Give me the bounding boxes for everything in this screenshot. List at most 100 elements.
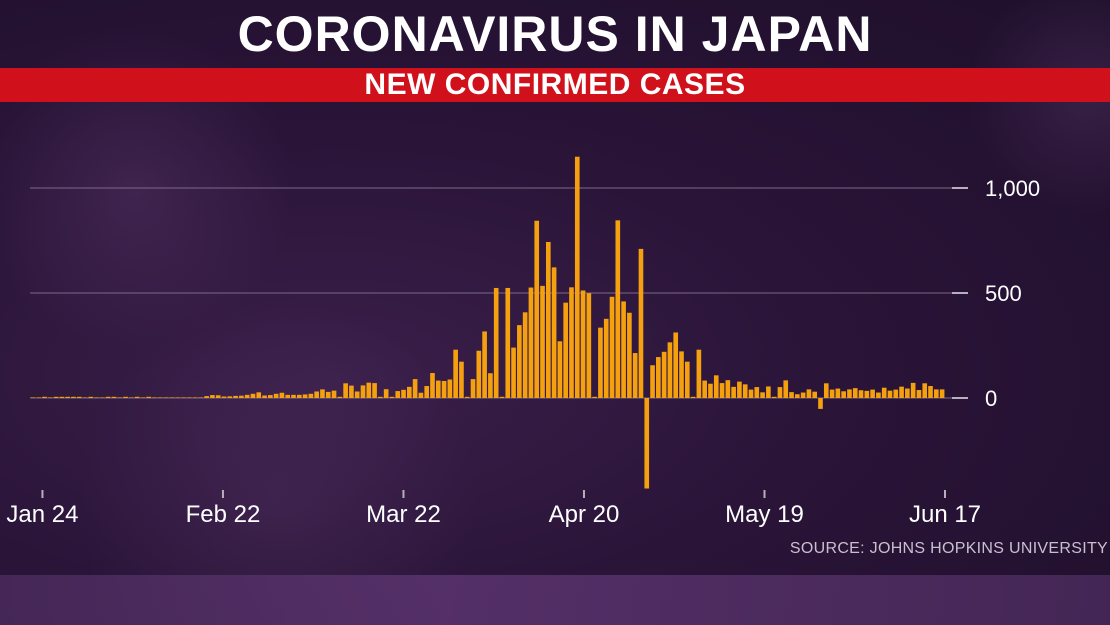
- bar: [754, 387, 760, 398]
- bar: [464, 396, 470, 398]
- bar: [905, 388, 910, 398]
- bar: [719, 383, 725, 398]
- bar: [65, 396, 70, 398]
- bar: [82, 397, 88, 398]
- bar: [94, 397, 99, 398]
- bar: [71, 396, 76, 398]
- bar: [100, 397, 105, 398]
- bar: [53, 396, 59, 398]
- bar: [632, 353, 638, 398]
- bar: [395, 391, 401, 398]
- y-tick-label: 0: [985, 386, 997, 411]
- bottom-strip: [0, 575, 1110, 625]
- bar: [227, 396, 233, 398]
- bar: [858, 390, 864, 398]
- bar: [383, 389, 389, 398]
- bar: [586, 293, 592, 398]
- bar: [615, 220, 621, 398]
- bar: [650, 365, 655, 398]
- bar: [505, 287, 511, 398]
- bar: [592, 396, 597, 398]
- bar: [320, 389, 325, 398]
- bar: [233, 395, 238, 398]
- bar: [499, 396, 505, 398]
- bar: [563, 302, 568, 398]
- bar: [551, 267, 557, 398]
- bar: [876, 392, 881, 398]
- subtitle-band: NEW CONFIRMED CASES: [0, 68, 1110, 102]
- bar: [256, 392, 262, 398]
- bar: [111, 396, 117, 398]
- bar: [169, 397, 175, 398]
- bar: [441, 380, 447, 398]
- bar: [748, 389, 754, 398]
- bar: [146, 396, 152, 398]
- x-tick-label: Jun 17: [909, 501, 981, 528]
- bar: [609, 296, 615, 398]
- bar: [661, 351, 667, 398]
- bar: [928, 386, 933, 398]
- bar: [140, 397, 146, 398]
- bar: [354, 391, 360, 398]
- bar: [447, 379, 453, 398]
- bar: [343, 383, 348, 398]
- bar: [337, 396, 343, 398]
- y-tick-label: 500: [985, 281, 1022, 306]
- bar: [841, 391, 846, 398]
- bar: [412, 379, 418, 398]
- bar: [731, 386, 736, 398]
- bar: [244, 394, 250, 398]
- bar: [771, 396, 777, 398]
- bar: [638, 248, 644, 398]
- bar: [291, 394, 296, 398]
- bar: [777, 387, 783, 398]
- bar: [713, 375, 719, 398]
- bar: [899, 386, 904, 398]
- bar: [325, 391, 331, 398]
- bar: [580, 290, 586, 398]
- bar: [939, 389, 945, 398]
- bar: [864, 390, 870, 398]
- bar: [569, 287, 574, 398]
- bar: [910, 382, 916, 398]
- bar: [389, 396, 395, 398]
- bar: [76, 396, 82, 398]
- bar: [372, 383, 377, 398]
- bar: [210, 395, 215, 398]
- bar: [806, 389, 812, 398]
- bar: [163, 397, 169, 398]
- bar: [887, 390, 893, 398]
- chart-title: CORONAVIRUS IN JAPAN: [237, 6, 873, 62]
- bar: [470, 379, 476, 398]
- x-tick-label: Feb 22: [186, 501, 261, 528]
- bar: [621, 301, 626, 398]
- bar: [656, 357, 661, 398]
- bar: [598, 327, 603, 398]
- bar: [540, 285, 545, 398]
- bar: [737, 381, 742, 398]
- bar: [157, 397, 163, 398]
- bar: [557, 341, 563, 398]
- bar: [349, 385, 354, 398]
- bar: [296, 394, 302, 398]
- bar: [644, 398, 650, 489]
- bar: [493, 287, 499, 398]
- bar: [105, 396, 111, 398]
- bar: [603, 318, 609, 398]
- bar: [198, 397, 204, 398]
- bar: [308, 393, 314, 398]
- bar: [522, 312, 528, 398]
- bar: [933, 389, 939, 398]
- y-tick-label: 1,000: [985, 176, 1040, 201]
- bar: [430, 373, 435, 398]
- bar: [453, 349, 458, 398]
- bar: [117, 397, 123, 398]
- bar: [545, 241, 551, 398]
- bar: [366, 382, 372, 398]
- bar: [679, 351, 684, 398]
- bar: [435, 380, 441, 398]
- bar: [279, 392, 285, 398]
- bar: [852, 388, 858, 398]
- bar: [667, 342, 673, 398]
- bar: [511, 347, 516, 398]
